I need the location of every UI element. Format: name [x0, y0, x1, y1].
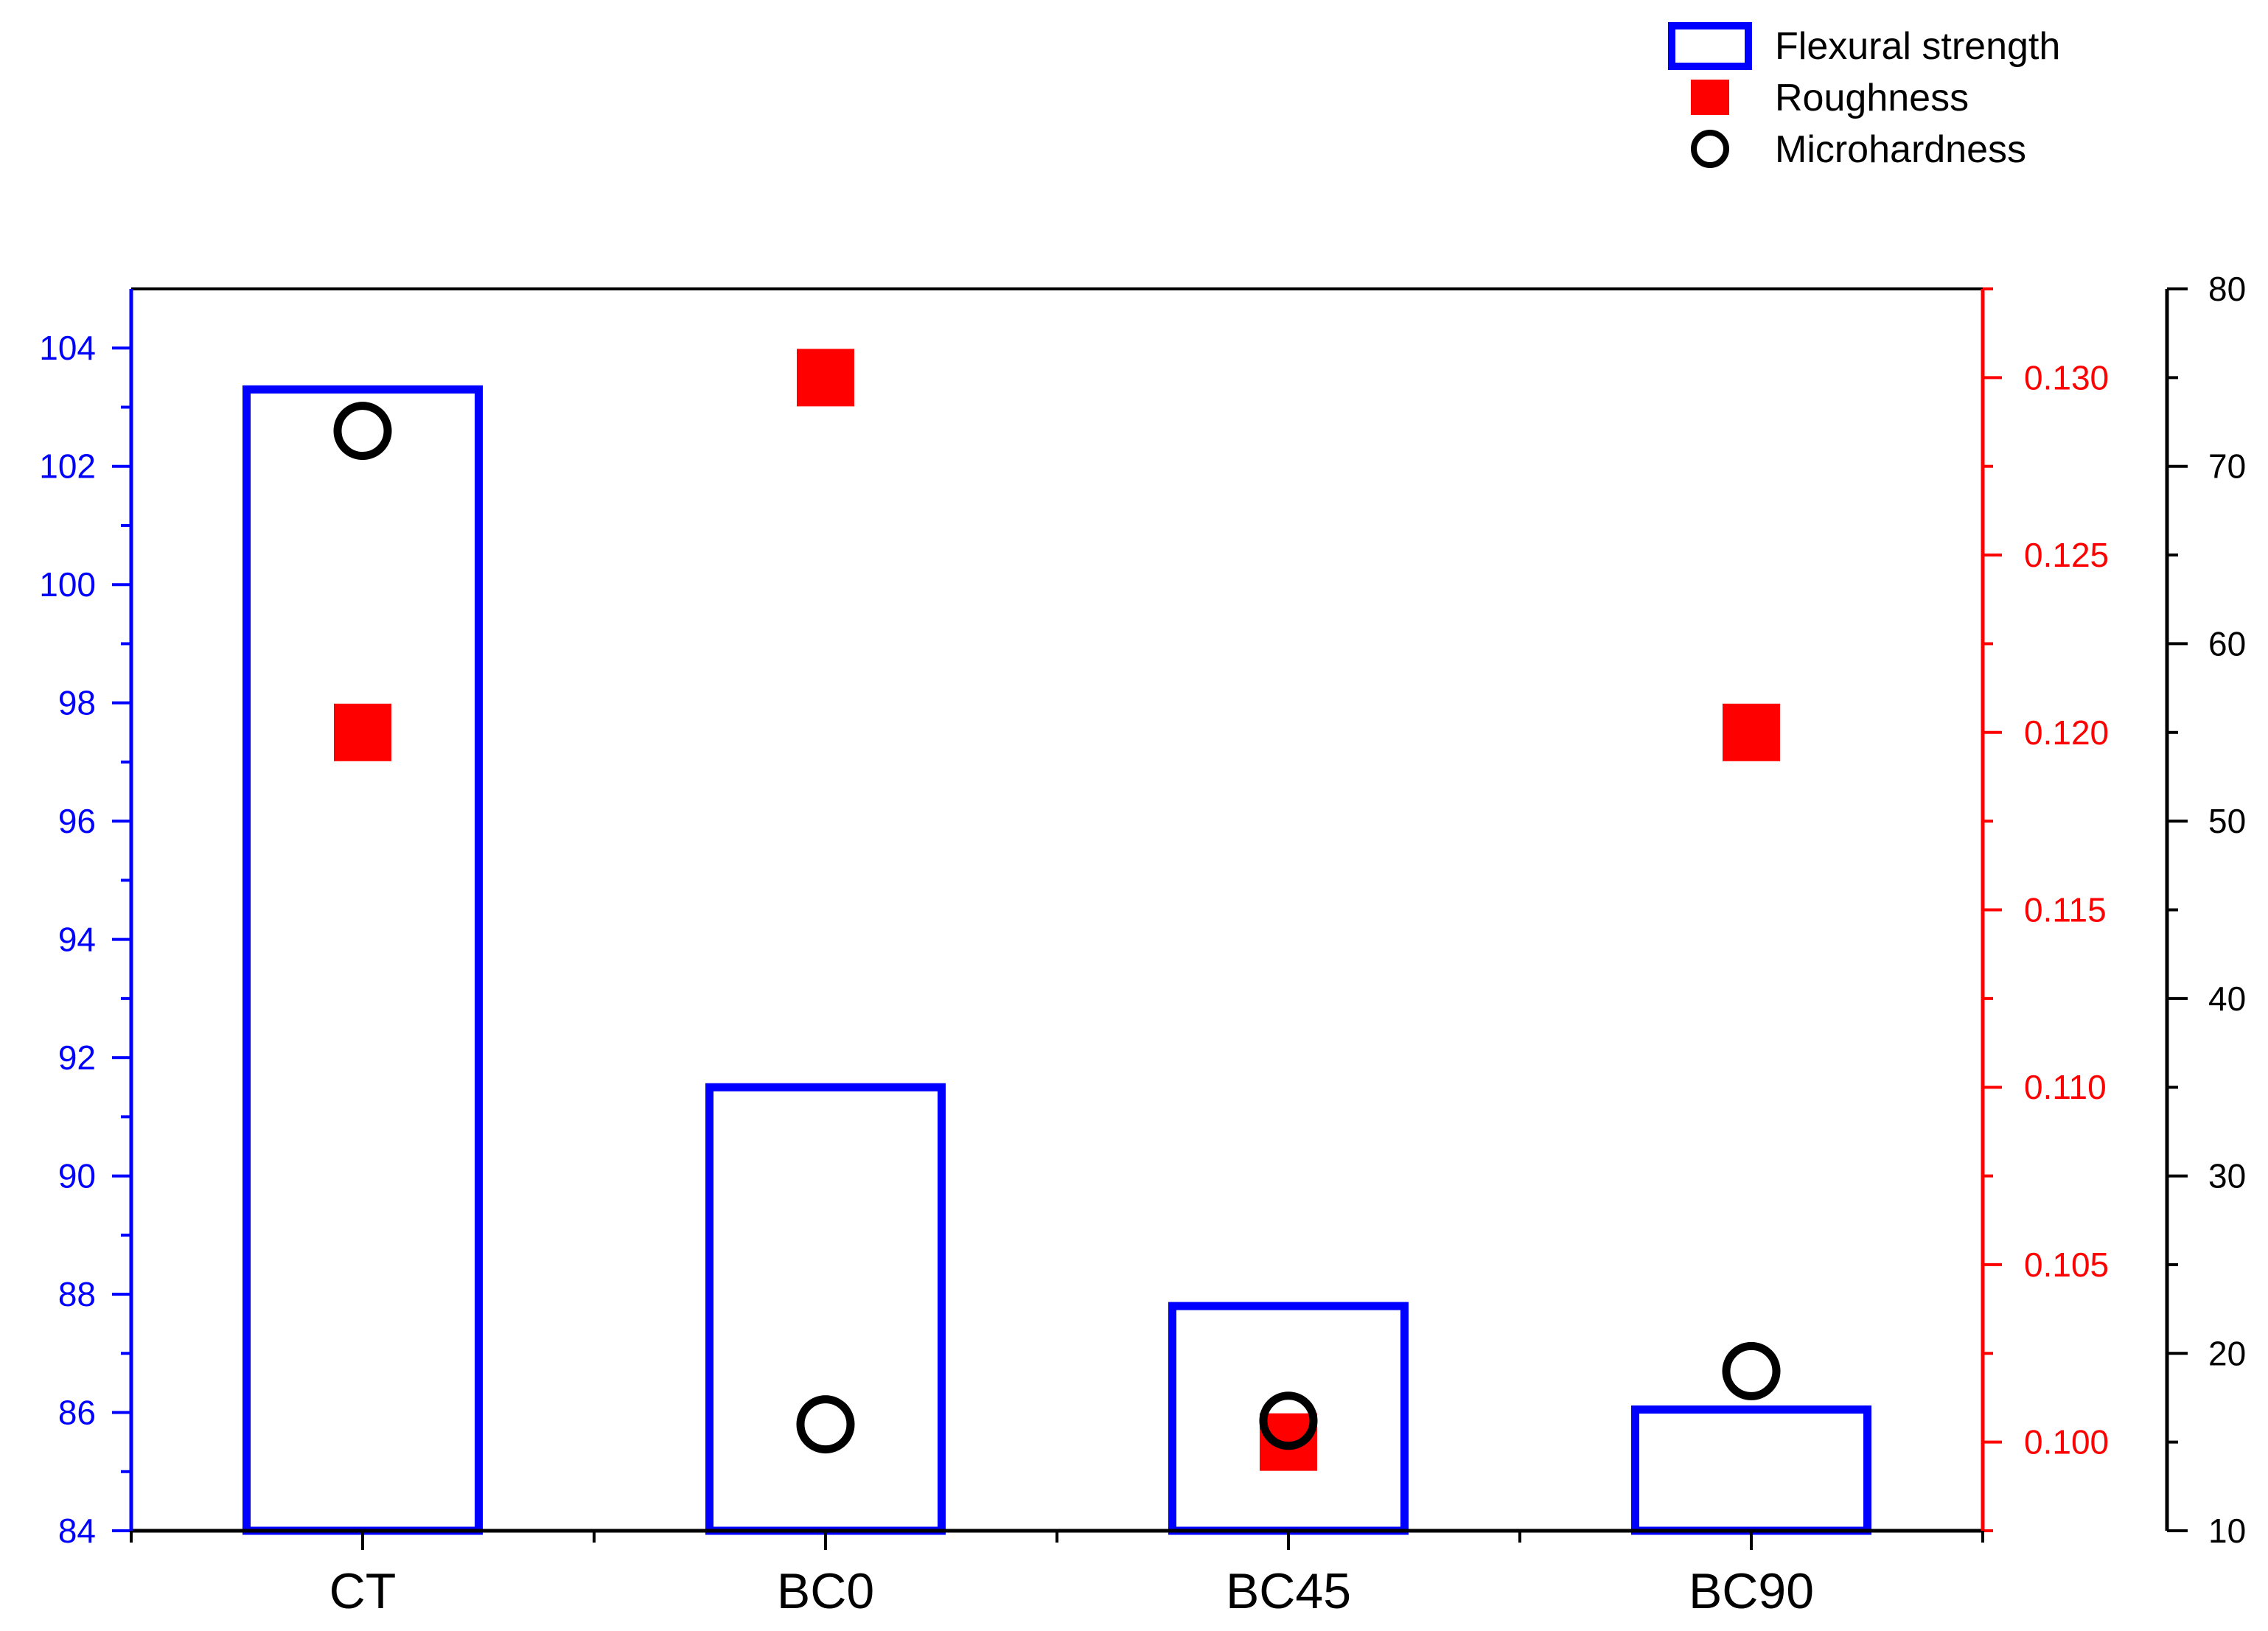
- microhardness-marker: [1722, 1341, 1781, 1400]
- right-tick-label: 0.125: [2024, 536, 2109, 574]
- right-tick-label: 0.110: [2024, 1068, 2107, 1106]
- legend-swatch-microhardness: [1691, 130, 1729, 168]
- left-tick-label: 92: [58, 1038, 96, 1077]
- right-tick-label: 0.100: [2024, 1423, 2109, 1461]
- microhardness-marker: [333, 402, 392, 461]
- right-tick-label: 0.130: [2024, 358, 2109, 397]
- left-tick-label: 96: [58, 802, 96, 840]
- left-tick-label: 100: [39, 565, 96, 604]
- roughness-marker: [797, 349, 854, 407]
- legend-label-microhardness: Microhardness: [1775, 128, 2026, 171]
- left-tick-label: 98: [58, 684, 96, 722]
- x-tick-label: CT: [329, 1563, 397, 1619]
- left-tick-label: 86: [58, 1394, 96, 1432]
- left-tick-label: 90: [58, 1157, 96, 1195]
- outer-right-tick-label: 50: [2208, 802, 2246, 840]
- legend-swatch-roughness: [1691, 80, 1729, 115]
- outer-right-tick-label: 80: [2208, 270, 2246, 308]
- outer-right-tick-label: 70: [2208, 447, 2246, 486]
- x-tick-label: BC90: [1689, 1563, 1814, 1619]
- left-tick-label: 84: [58, 1512, 96, 1550]
- roughness-marker: [334, 703, 391, 761]
- outer-right-tick-label: 10: [2208, 1512, 2246, 1550]
- legend-label-roughness: Roughness: [1775, 77, 1969, 119]
- flexural-strength-bar: [1631, 1405, 1871, 1535]
- flexural-strength-bar: [705, 1083, 946, 1535]
- plot-area: 84 86 88 90 92 94 96 98 100 102 104 0.100 0.105 0.110…: [39, 270, 2246, 1619]
- left-tick-label: 94: [58, 921, 96, 959]
- outer-right-tick-label: 60: [2208, 624, 2246, 663]
- legend-label-flexural-strength: Flexural strength: [1775, 25, 2060, 68]
- flexural-strength-bar: [242, 385, 483, 1535]
- right-tick-label: 0.115: [2024, 891, 2107, 929]
- left-tick-label: 104: [39, 329, 96, 367]
- microhardness-marker: [1259, 1391, 1318, 1450]
- roughness-marker: [1723, 703, 1780, 761]
- outer-right-tick-label: 30: [2208, 1157, 2246, 1195]
- outer-right-tick-label: 20: [2208, 1334, 2246, 1372]
- left-tick-label: 102: [39, 447, 96, 486]
- right-tick-label: 0.120: [2024, 713, 2109, 752]
- outer-right-tick-label: 40: [2208, 979, 2246, 1018]
- microhardness-marker: [796, 1395, 855, 1454]
- right-tick-label: 0.105: [2024, 1246, 2109, 1284]
- x-tick-label: BC0: [777, 1563, 874, 1619]
- legend-swatch-flexural-strength: [1668, 22, 1752, 70]
- legend: Flexural strength Roughness Microhardness: [1668, 22, 2060, 171]
- left-tick-label: 88: [58, 1275, 96, 1313]
- x-tick-label: BC45: [1226, 1563, 1351, 1619]
